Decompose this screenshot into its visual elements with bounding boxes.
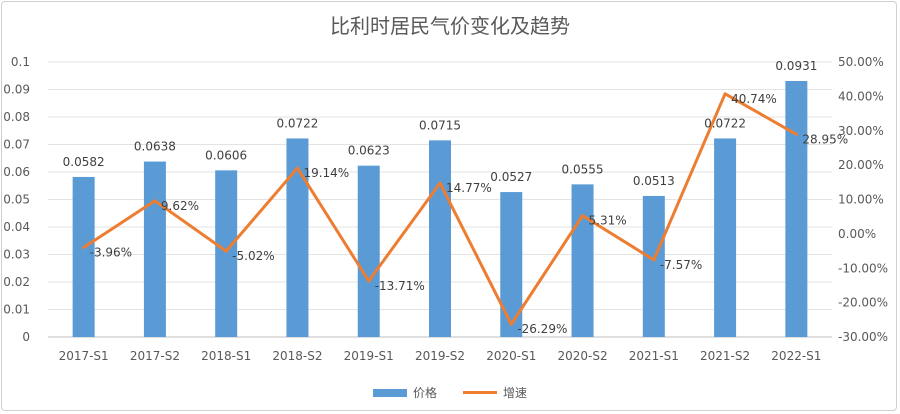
bar-data-label: 0.0931 (775, 59, 817, 73)
bar-data-label: 0.0722 (704, 116, 746, 130)
axes: 0 0.01 0.02 0.03 0.04 0.05 0.06 0.07 0.08 0.09 0.1… (3, 55, 888, 363)
line-data-label: -13.71% (375, 279, 425, 293)
x-tick-label: 2019-S1 (344, 349, 394, 363)
line-data-label: 14.77% (446, 181, 492, 195)
bar-data-label: 0.0638 (134, 140, 176, 154)
y-left-tick-label: 0.06 (3, 165, 30, 179)
line-point (581, 214, 585, 218)
line-point (295, 166, 299, 170)
line-data-label: -5.02% (232, 249, 274, 263)
bar (143, 161, 166, 337)
y-left-tick-label: 0.05 (3, 193, 30, 207)
x-tick-label: 2019-S2 (415, 349, 465, 363)
data-labels: 0.0582 0.0638 0.0606 0.0722 0.0623 0.0715 0.05… (63, 59, 848, 336)
y-right-tick-label: 0.00% (838, 227, 876, 241)
bar-data-label: 0.0623 (348, 144, 390, 158)
y-right-tick-label: 30.00% (838, 124, 884, 138)
y-right-tick-label: 50.00% (838, 55, 884, 69)
bar (571, 184, 594, 337)
line-data-label: -26.29% (517, 322, 567, 336)
bar (215, 170, 238, 337)
y-left-tick-label: 0.1 (11, 55, 30, 69)
line-point (438, 181, 442, 185)
bar-data-label: 0.0606 (205, 148, 247, 162)
line-point (652, 258, 656, 262)
legend: 价格 增速 (0, 384, 900, 401)
bar (72, 176, 95, 337)
y-right-tick-label: -10.00% (838, 261, 888, 275)
y-right-tick-label: 40.00% (838, 89, 884, 103)
y-left-tick-label: 0.02 (3, 275, 30, 289)
x-tick-label: 2022-S1 (771, 349, 821, 363)
line-data-label: 9.62% (161, 199, 199, 213)
x-tick-label: 2021-S1 (629, 349, 679, 363)
y-right-tick-label: -30.00% (838, 330, 888, 344)
y-left-tick-label: 0.03 (3, 248, 30, 262)
bar-data-label: 0.0513 (633, 174, 675, 188)
line-point (153, 199, 157, 203)
line-data-label: 19.14% (303, 166, 349, 180)
legend-swatch-line (463, 391, 497, 394)
bar-data-label: 0.0527 (490, 170, 532, 184)
y-left-tick-label: 0.07 (3, 138, 30, 152)
y-right-tick-label: 10.00% (838, 193, 884, 207)
legend-label-price: 价格 (412, 386, 437, 400)
y-left-tick-label: 0.08 (3, 110, 30, 124)
line-point (794, 132, 798, 136)
y-left-tick-label: 0 (22, 330, 30, 344)
x-tick-label: 2017-S1 (59, 349, 109, 363)
y-right-tick-label: 20.00% (838, 158, 884, 172)
x-tick-label: 2018-S2 (272, 349, 322, 363)
bar (785, 80, 808, 337)
y-right-tick-label: -20.00% (838, 296, 888, 310)
x-tick-label: 2020-S2 (557, 349, 607, 363)
bar (357, 165, 380, 337)
x-tick-label: 2017-S2 (130, 349, 180, 363)
y-left-tick-label: 0.01 (3, 303, 30, 317)
line-point (367, 279, 371, 283)
gridlines (48, 61, 832, 338)
y-left-tick-label: 0.04 (3, 220, 30, 234)
line-data-label: 5.31% (589, 214, 627, 228)
legend-item-price: 价格 (372, 384, 437, 401)
bar (286, 138, 309, 337)
line-point (509, 322, 513, 326)
bar (429, 140, 451, 337)
legend-label-growth: 增速 (503, 386, 528, 400)
legend-swatch-bar (372, 388, 407, 397)
bar-data-label: 0.0555 (562, 162, 604, 176)
line-point (82, 245, 86, 249)
line-point (723, 92, 727, 96)
line-series (82, 92, 798, 326)
bar-data-label: 0.0722 (276, 116, 318, 130)
x-tick-label: 2021-S2 (700, 349, 750, 363)
line-data-label: -7.57% (660, 258, 702, 272)
bar-data-label: 0.0715 (419, 118, 461, 132)
line-data-label: -3.96% (90, 245, 132, 259)
y-left-tick-label: 0.09 (3, 83, 30, 97)
line-point (224, 249, 228, 253)
x-tick-label: 2020-S1 (486, 349, 536, 363)
line-data-label: 40.74% (731, 92, 777, 106)
bar (642, 195, 665, 337)
legend-item-growth: 增速 (463, 384, 527, 401)
chart-title: 比利时居民气价变化及趋势 (330, 14, 570, 38)
bar-data-label: 0.0582 (63, 155, 105, 169)
bar (500, 192, 523, 337)
line-data-label: 28.95% (802, 132, 848, 146)
bar (714, 138, 737, 337)
x-tick-label: 2018-S1 (201, 349, 251, 363)
